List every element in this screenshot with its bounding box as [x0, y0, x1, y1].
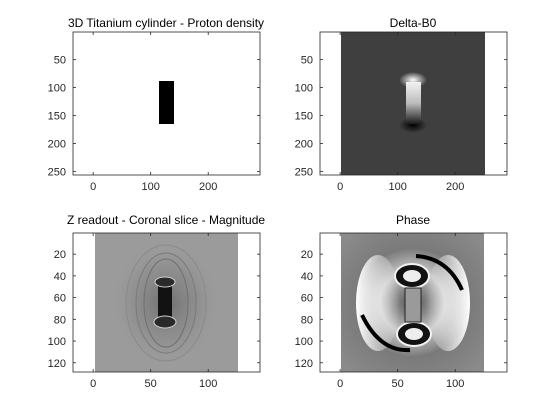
y-tick-label: 150: [48, 111, 66, 123]
y-tick-label: 100: [295, 83, 313, 95]
x-tick-label: 100: [141, 181, 159, 193]
artifact-top: [155, 277, 175, 287]
y-tick-label: 200: [295, 138, 313, 150]
x-tick-label: 100: [388, 181, 406, 193]
image-content: [95, 233, 238, 372]
y-tick-label: 100: [48, 336, 66, 348]
image-content: [341, 233, 484, 372]
subplot-title: Z readout - Coronal slice - Magnitude: [67, 213, 265, 227]
x-tick-label: 0: [337, 378, 343, 390]
y-tick-label: 120: [295, 358, 313, 370]
y-tick-label: 50: [301, 55, 313, 67]
y-tick-label: 250: [48, 166, 66, 178]
image-content: [159, 81, 174, 124]
artifact-bottom: [154, 316, 176, 328]
image-content: [341, 32, 485, 175]
y-tick-label: 100: [48, 83, 66, 95]
y-tick-label: 60: [54, 293, 66, 305]
subplot-title: Phase: [396, 213, 430, 227]
y-tick-label: 80: [54, 314, 66, 326]
x-tick-label: 0: [90, 378, 96, 390]
subplot-delta-b0: Delta-B0 0 100 200 50 100 150 200 250: [295, 16, 507, 193]
subplot-proton-density: 3D Titanium cylinder - Proton density 0 1…: [48, 16, 264, 193]
subplot-title: Delta-B0: [390, 16, 437, 30]
y-tick-label: 150: [295, 111, 313, 123]
y-tick-label: 40: [301, 271, 313, 283]
x-tick-label: 0: [337, 181, 343, 193]
field-rod: [406, 82, 421, 124]
y-tick-label: 120: [48, 358, 66, 370]
x-tick-label: 200: [446, 181, 464, 193]
phase-rod: [405, 288, 421, 322]
subplot-magnitude: Z readout - Coronal slice - Magnitude 0 5…: [48, 213, 266, 390]
y-tick-label: 20: [54, 249, 66, 261]
x-tick-label: 100: [199, 378, 217, 390]
subplot-title: 3D Titanium cylinder - Proton density: [68, 16, 264, 30]
y-tick-label: 60: [301, 293, 313, 305]
y-tick-label: 100: [295, 336, 313, 348]
x-tick-label: 0: [90, 181, 96, 193]
x-tick-label: 50: [145, 378, 157, 390]
y-tick-label: 20: [301, 249, 313, 261]
phase-wrap-top-inner: [402, 269, 422, 283]
x-tick-label: 50: [392, 378, 404, 390]
phase-wrap-bottom-inner: [404, 327, 424, 341]
y-tick-label: 50: [54, 55, 66, 67]
x-tick-label: 200: [199, 181, 217, 193]
titanium-cylinder: [159, 81, 174, 124]
y-tick-label: 80: [301, 314, 313, 326]
x-tick-label: 100: [446, 378, 464, 390]
y-tick-label: 200: [48, 138, 66, 150]
y-tick-label: 40: [54, 271, 66, 283]
subplot-phase: Phase 0 50 100 20 40 60 80 100 120: [295, 213, 507, 390]
y-tick-label: 250: [295, 166, 313, 178]
